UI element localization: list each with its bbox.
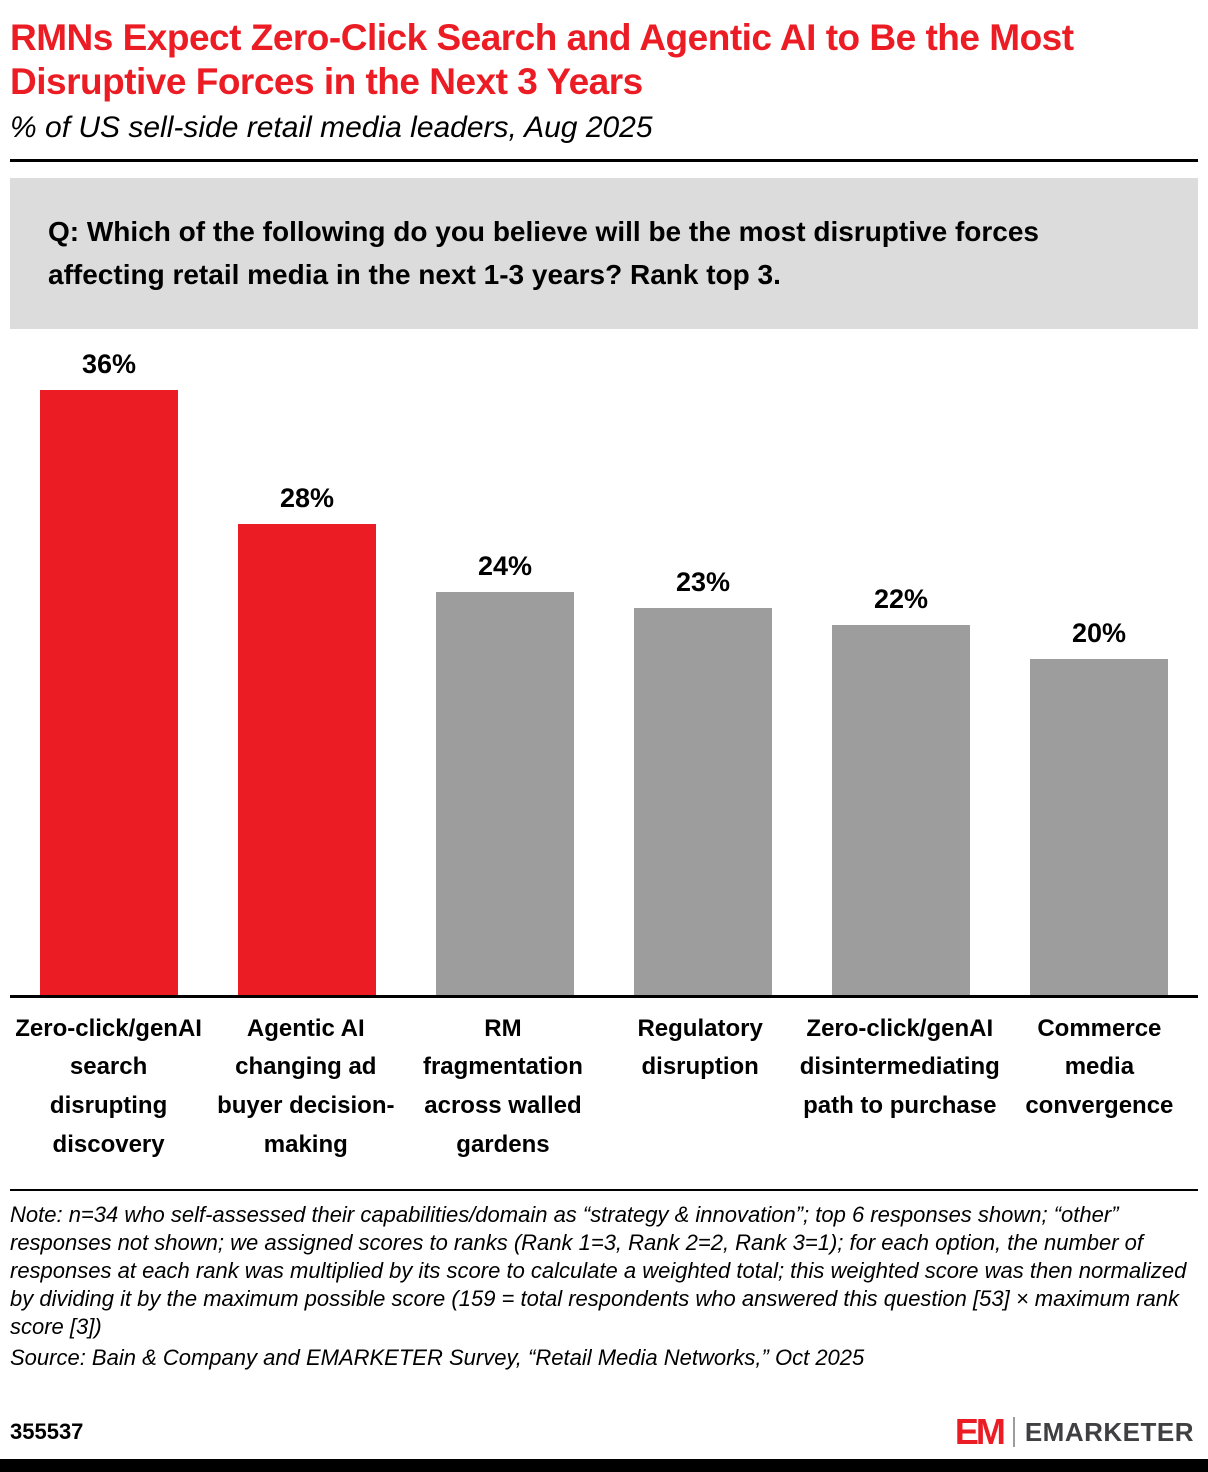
bar <box>832 624 970 995</box>
bar <box>634 607 772 995</box>
page-title: RMNs Expect Zero-Click Search and Agenti… <box>10 17 1074 103</box>
emarketer-logo: EM EMARKETER <box>955 1414 1194 1450</box>
bar-column: 36% <box>10 349 208 995</box>
category-label: Agentic AI changing ad buyer decision-ma… <box>217 1014 395 1159</box>
page-subtitle: % of US sell-side retail media leaders, … <box>10 110 653 144</box>
bar-value-label: 23% <box>675 566 731 597</box>
bar-chart: 36% 28% 24% 23% 22% 20% Zero-click/genAI sear… <box>10 349 1198 1166</box>
category-label: Zero-click/genAI search disrupting disco… <box>15 1014 202 1159</box>
footer: 355537 EM EMARKETER <box>10 1414 1194 1450</box>
question-text: Q: Which of the following do you believe… <box>48 215 1039 291</box>
category-label: Regulatory disruption <box>637 1014 763 1081</box>
title-divider <box>10 158 1198 162</box>
footnote-block: Note: n=34 who self-assessed their capab… <box>10 1189 1198 1372</box>
bar-value-label: 24% <box>477 550 533 581</box>
bar-column: 23% <box>604 567 802 995</box>
category-label: Commerce media convergence <box>1025 1014 1174 1120</box>
logo-divider <box>1012 1417 1015 1447</box>
bar-value-label: 22% <box>873 583 929 614</box>
source-text: Source: Bain & Company and EMARKETER Sur… <box>10 1344 865 1370</box>
bar-value-label: 20% <box>1071 617 1127 648</box>
x-axis-line <box>10 994 1198 998</box>
category-label: Zero-click/genAI disintermediating path … <box>799 1014 1000 1120</box>
bottom-bar <box>0 1459 1208 1472</box>
bar-column: 24% <box>406 551 604 995</box>
category-labels: Zero-click/genAI search disrupting disco… <box>10 1010 1198 1166</box>
bar <box>436 591 574 995</box>
emarketer-wordmark: EMARKETER <box>1024 1417 1194 1447</box>
bar <box>1030 658 1168 995</box>
bar-value-label: 36% <box>81 348 137 379</box>
bar-value-label: 28% <box>279 482 335 513</box>
category-label: RM fragmentation across walled gardens <box>422 1014 583 1159</box>
bar <box>40 389 178 995</box>
emarketer-em-icon: EM <box>954 1411 1006 1452</box>
bar-column: 20% <box>1000 618 1198 995</box>
question-box: Q: Which of the following do you believe… <box>10 177 1198 329</box>
bar-column: 28% <box>208 483 406 995</box>
bar <box>238 523 376 995</box>
chart-id: 355537 <box>10 1419 84 1444</box>
bar-column: 22% <box>802 584 1000 995</box>
note-text: Note: n=34 who self-assessed their capab… <box>10 1202 1187 1339</box>
plot-area: 36% 28% 24% 23% 22% 20% <box>10 349 1198 995</box>
